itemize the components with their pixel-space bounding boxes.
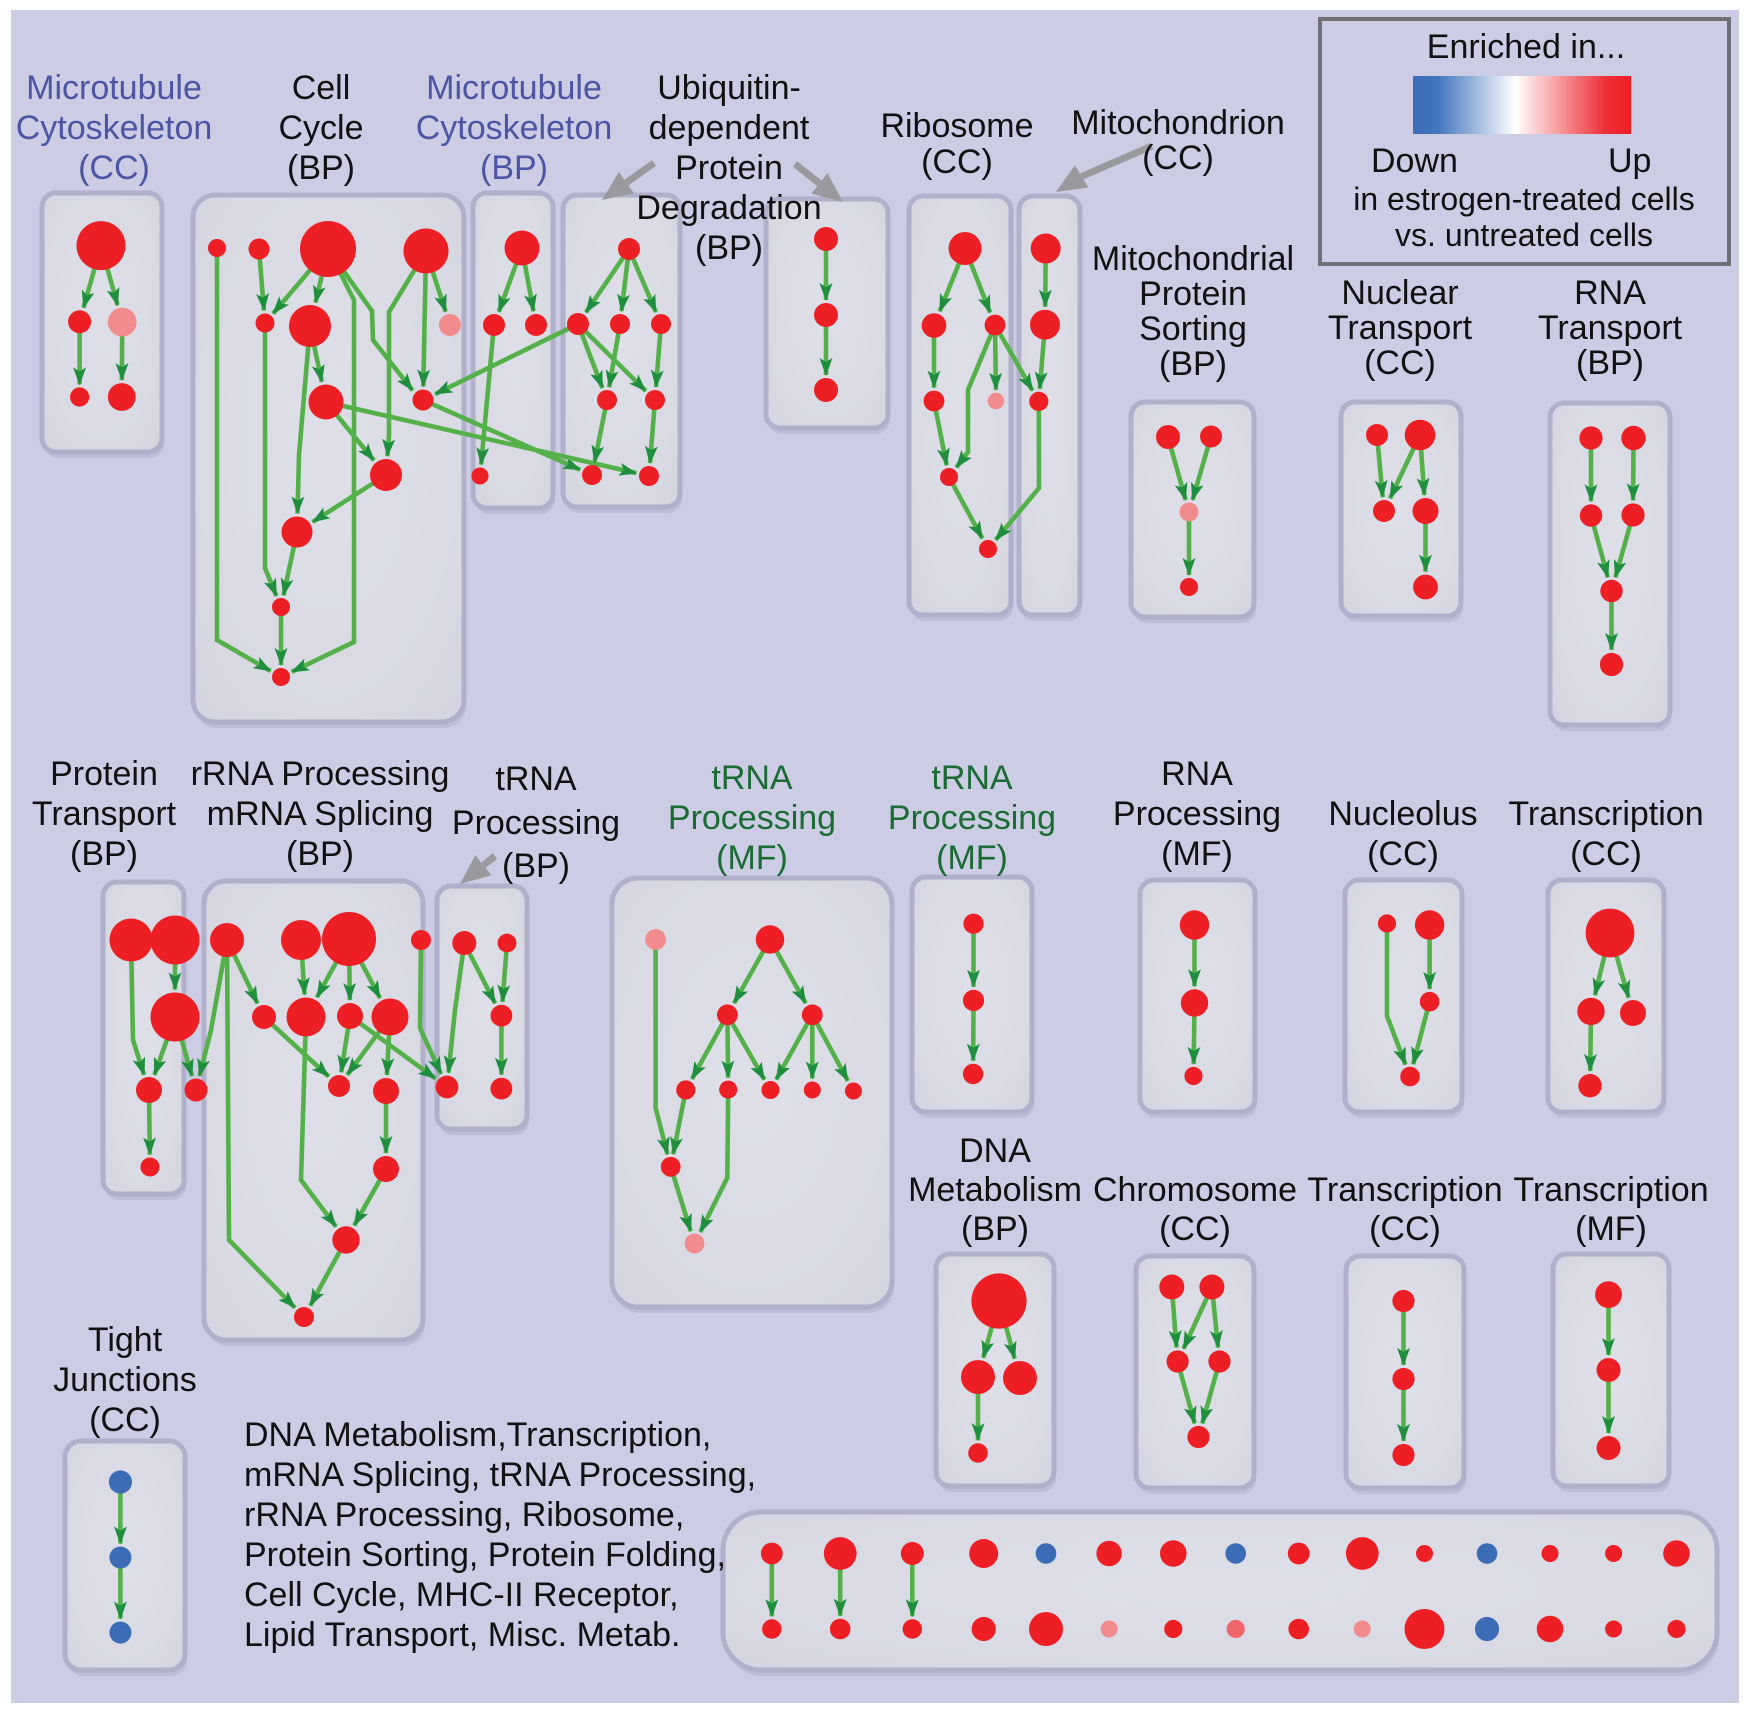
svg-text:(CC): (CC) bbox=[1142, 139, 1214, 177]
svg-text:DNA Metabolism,Transcription,: DNA Metabolism,Transcription, bbox=[244, 1416, 711, 1454]
svg-text:(BP): (BP) bbox=[695, 229, 763, 267]
svg-text:Metabolism: Metabolism bbox=[908, 1171, 1082, 1209]
svg-text:Protein: Protein bbox=[675, 149, 783, 187]
svg-text:Processing: Processing bbox=[888, 799, 1056, 837]
svg-text:Protein Sorting, Protein Foldi: Protein Sorting, Protein Folding, bbox=[244, 1536, 726, 1574]
svg-text:(MF): (MF) bbox=[716, 839, 788, 877]
svg-text:Mitochondrial: Mitochondrial bbox=[1092, 240, 1294, 278]
svg-text:RNA: RNA bbox=[1574, 274, 1646, 312]
svg-text:Transport: Transport bbox=[1538, 309, 1683, 347]
svg-text:Down: Down bbox=[1371, 142, 1458, 180]
svg-text:Cytoskeleton: Cytoskeleton bbox=[416, 109, 613, 147]
svg-text:in estrogen-treated cells: in estrogen-treated cells bbox=[1353, 181, 1695, 217]
svg-text:(CC): (CC) bbox=[89, 1401, 161, 1439]
svg-text:Transcription: Transcription bbox=[1307, 1171, 1502, 1209]
svg-text:Protein: Protein bbox=[1139, 275, 1247, 313]
svg-text:Junctions: Junctions bbox=[53, 1361, 197, 1399]
svg-text:Transcription: Transcription bbox=[1513, 1171, 1708, 1209]
svg-text:DNA: DNA bbox=[959, 1132, 1031, 1170]
svg-text:Cell: Cell bbox=[292, 69, 351, 107]
svg-text:(CC): (CC) bbox=[1364, 344, 1436, 382]
svg-text:(CC): (CC) bbox=[921, 143, 993, 181]
svg-text:(BP): (BP) bbox=[286, 835, 354, 873]
svg-text:(CC): (CC) bbox=[1369, 1210, 1441, 1248]
svg-text:rRNA Processing, Ribosome,: rRNA Processing, Ribosome, bbox=[244, 1496, 684, 1534]
svg-text:Processing: Processing bbox=[1113, 795, 1281, 833]
svg-text:(BP): (BP) bbox=[480, 149, 548, 187]
svg-text:Ribosome: Ribosome bbox=[880, 107, 1033, 145]
svg-text:(BP): (BP) bbox=[502, 847, 570, 885]
svg-text:vs. untreated cells: vs. untreated cells bbox=[1395, 217, 1653, 253]
svg-text:dependent: dependent bbox=[649, 109, 810, 147]
svg-text:Microtubule: Microtubule bbox=[26, 69, 202, 107]
svg-text:Nucleolus: Nucleolus bbox=[1328, 795, 1477, 833]
svg-text:tRNA: tRNA bbox=[711, 759, 793, 797]
svg-text:Lipid Transport, Misc. Metab.: Lipid Transport, Misc. Metab. bbox=[244, 1616, 681, 1654]
svg-text:(CC): (CC) bbox=[1570, 835, 1642, 873]
svg-text:Tight: Tight bbox=[88, 1321, 163, 1359]
svg-text:(MF): (MF) bbox=[1575, 1210, 1647, 1248]
svg-text:(BP): (BP) bbox=[1576, 344, 1644, 382]
svg-text:Ubiquitin-: Ubiquitin- bbox=[657, 69, 801, 107]
svg-text:(BP): (BP) bbox=[1159, 345, 1227, 383]
svg-text:Protein: Protein bbox=[50, 755, 158, 793]
svg-text:Processing: Processing bbox=[452, 804, 620, 842]
svg-text:tRNA: tRNA bbox=[495, 760, 577, 798]
svg-text:Mitochondrion: Mitochondrion bbox=[1071, 104, 1285, 142]
svg-text:Transport: Transport bbox=[1328, 309, 1473, 347]
svg-text:Transcription: Transcription bbox=[1508, 795, 1703, 833]
svg-text:Up: Up bbox=[1608, 142, 1651, 180]
svg-text:Enriched in...: Enriched in... bbox=[1427, 28, 1625, 66]
svg-text:Sorting: Sorting bbox=[1139, 310, 1247, 348]
svg-text:(BP): (BP) bbox=[70, 835, 138, 873]
svg-text:mRNA Splicing: mRNA Splicing bbox=[207, 795, 434, 833]
svg-text:(CC): (CC) bbox=[1367, 835, 1439, 873]
svg-text:(MF): (MF) bbox=[1161, 835, 1233, 873]
svg-text:(CC): (CC) bbox=[1159, 1210, 1231, 1248]
svg-text:(CC): (CC) bbox=[78, 149, 150, 187]
svg-text:Microtubule: Microtubule bbox=[426, 69, 602, 107]
svg-text:rRNA Processing: rRNA Processing bbox=[191, 755, 450, 793]
svg-text:tRNA: tRNA bbox=[931, 759, 1013, 797]
svg-text:mRNA Splicing, tRNA Processing: mRNA Splicing, tRNA Processing, bbox=[244, 1456, 756, 1494]
svg-text:Nuclear: Nuclear bbox=[1341, 274, 1458, 312]
svg-text:(BP): (BP) bbox=[287, 149, 355, 187]
svg-text:Processing: Processing bbox=[668, 799, 836, 837]
svg-text:Cytoskeleton: Cytoskeleton bbox=[16, 109, 213, 147]
svg-text:Chromosome: Chromosome bbox=[1093, 1171, 1297, 1209]
svg-text:Cell Cycle, MHC-II Receptor,: Cell Cycle, MHC-II Receptor, bbox=[244, 1576, 679, 1614]
svg-text:(MF): (MF) bbox=[936, 839, 1008, 877]
svg-text:RNA: RNA bbox=[1161, 755, 1233, 793]
svg-text:Cycle: Cycle bbox=[278, 109, 363, 147]
svg-text:Degradation: Degradation bbox=[636, 189, 821, 227]
svg-text:(BP): (BP) bbox=[961, 1210, 1029, 1248]
svg-text:Transport: Transport bbox=[32, 795, 177, 833]
